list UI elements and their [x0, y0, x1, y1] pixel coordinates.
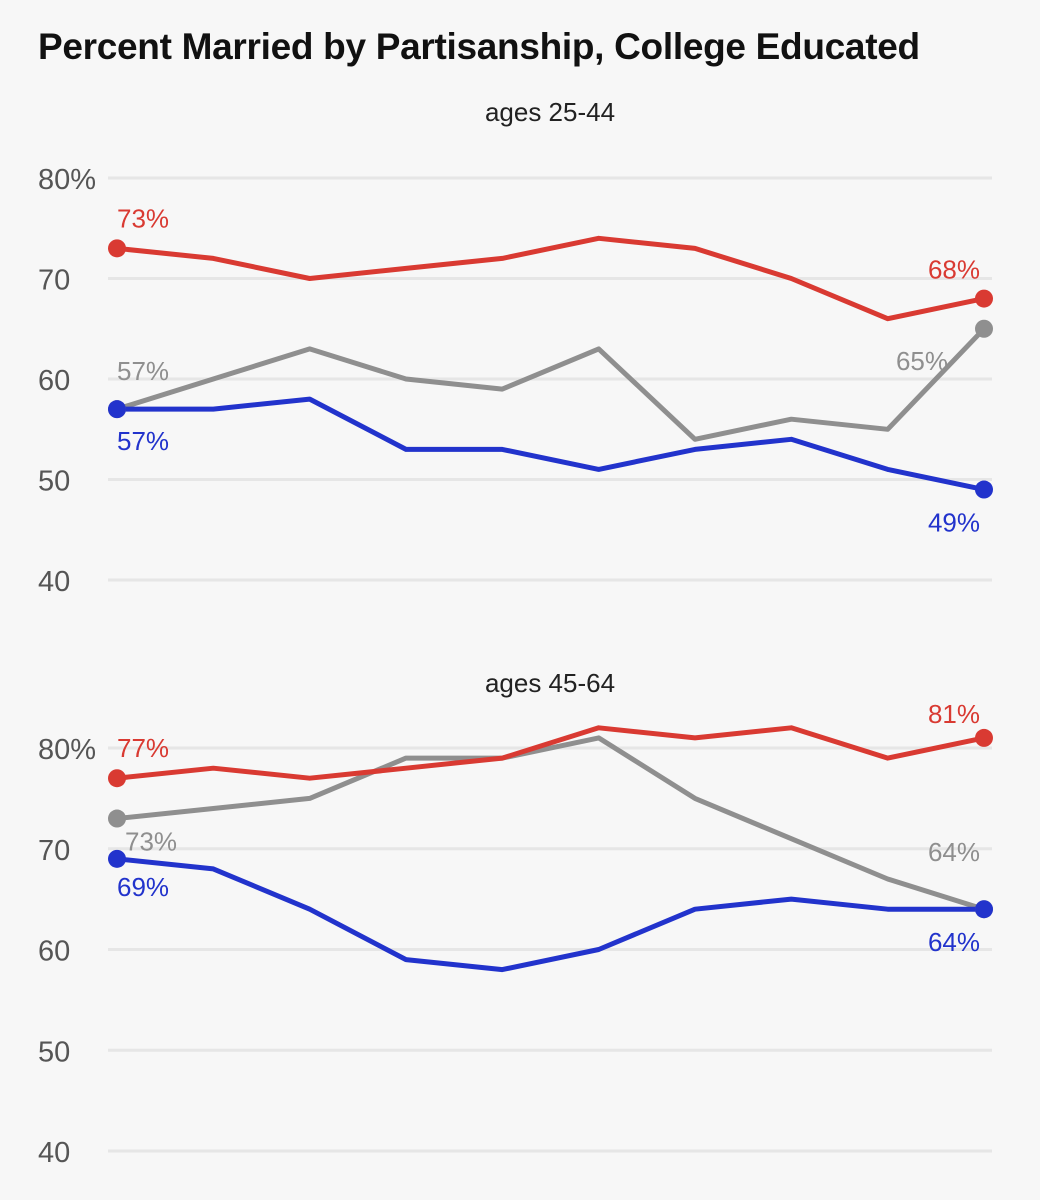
y-tick-label: 50 — [38, 466, 70, 498]
independent-end-label: 64% — [928, 837, 980, 867]
y-tick-label: 60 — [38, 365, 70, 397]
independent-start-point — [108, 809, 126, 828]
chart-title: Percent Married by Partisanship, College… — [38, 26, 920, 67]
panel-subtitle: ages 25-44 — [485, 97, 615, 127]
republican-line — [114, 725, 987, 781]
chart-panel-1: ages 25-44 80% 70 60 50 40 57% 65% 57% 49% 73% 68% — [38, 97, 993, 598]
independent-line — [114, 735, 987, 912]
democrat-start-label: 69% — [117, 872, 169, 902]
republican-end-label: 68% — [928, 255, 980, 285]
independent-start-label: 57% — [117, 356, 169, 386]
y-tick-label: 80% — [38, 164, 96, 196]
republican-start-point — [108, 769, 126, 788]
y-tick-label: 70 — [38, 265, 70, 297]
y-tick-label: 60 — [38, 936, 70, 968]
democrat-end-point — [975, 900, 993, 919]
democrat-start-label: 57% — [117, 426, 169, 456]
republican-start-point — [108, 239, 126, 258]
independent-start-label: 73% — [125, 827, 177, 857]
republican-end-point — [975, 289, 993, 308]
republican-start-label: 73% — [117, 203, 169, 233]
y-tick-label: 40 — [38, 566, 70, 598]
panel-subtitle: ages 45-64 — [485, 668, 615, 698]
republican-end-point — [975, 728, 993, 747]
republican-start-label: 77% — [117, 733, 169, 763]
democrat-end-label: 49% — [928, 508, 980, 538]
republican-end-label: 81% — [928, 699, 980, 729]
democrat-start-point — [108, 849, 126, 868]
y-tick-label: 70 — [38, 835, 70, 867]
republican-line — [114, 235, 987, 322]
independent-end-label: 65% — [896, 346, 948, 376]
independent-end-point — [975, 319, 993, 338]
democrat-end-point — [975, 480, 993, 499]
y-tick-label: 50 — [38, 1036, 70, 1068]
independent-line — [114, 326, 987, 442]
chart-panel-2: ages 45-64 80% 70 60 50 40 73% 64% 69% 64% 77% 81% — [38, 668, 993, 1169]
democrat-line — [114, 396, 987, 493]
democrat-start-point — [108, 400, 126, 419]
y-tick-label: 40 — [38, 1137, 70, 1169]
democrat-end-label: 64% — [928, 927, 980, 957]
democrat-line — [114, 856, 987, 973]
y-tick-label: 80% — [38, 734, 96, 766]
